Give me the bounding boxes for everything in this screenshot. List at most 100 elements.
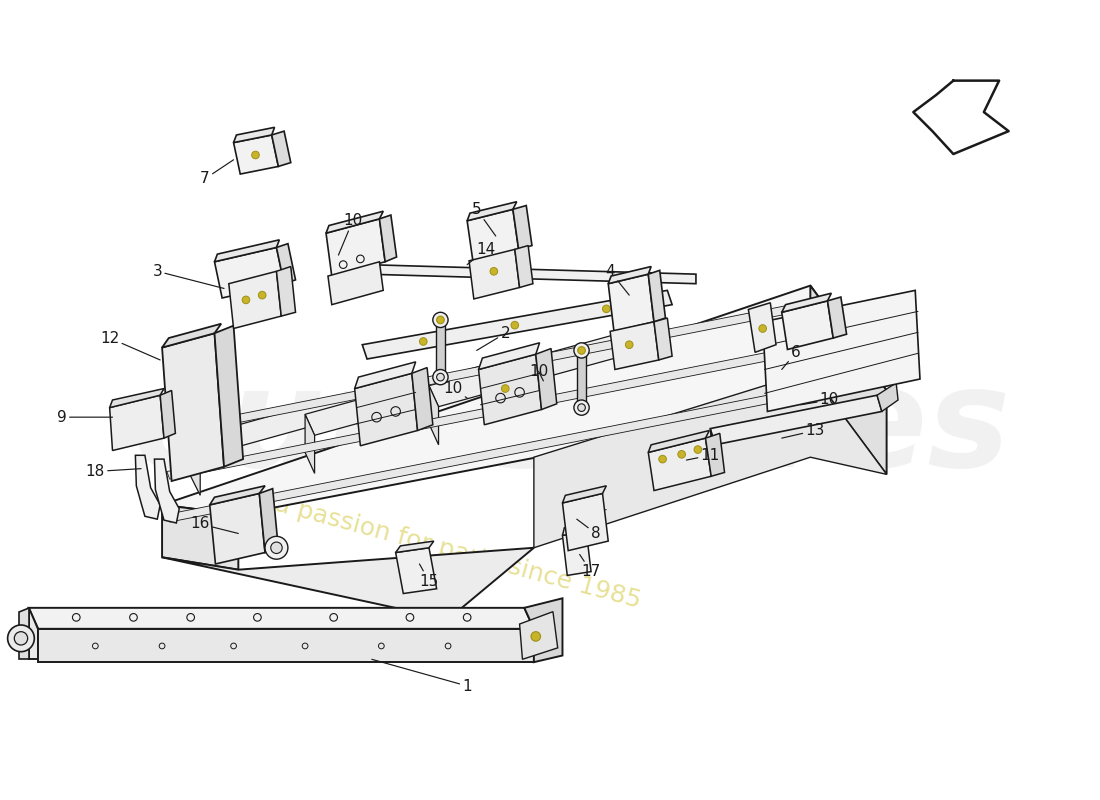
Circle shape	[437, 374, 444, 381]
Polygon shape	[210, 486, 265, 505]
Polygon shape	[748, 302, 775, 352]
Polygon shape	[469, 250, 519, 299]
Circle shape	[512, 322, 518, 329]
Polygon shape	[167, 302, 805, 436]
Polygon shape	[214, 247, 284, 298]
Text: 8: 8	[576, 519, 601, 541]
Text: a passion for parts since 1985: a passion for parts since 1985	[272, 492, 644, 613]
Text: 9: 9	[57, 410, 112, 425]
Polygon shape	[276, 266, 296, 316]
Polygon shape	[229, 271, 282, 329]
Circle shape	[574, 400, 590, 415]
Polygon shape	[190, 390, 372, 458]
Polygon shape	[654, 318, 672, 360]
Polygon shape	[154, 459, 179, 523]
Polygon shape	[328, 262, 383, 305]
Polygon shape	[396, 541, 433, 553]
Polygon shape	[519, 612, 558, 659]
Circle shape	[437, 316, 444, 324]
Polygon shape	[19, 608, 29, 659]
Circle shape	[626, 341, 632, 349]
Polygon shape	[161, 390, 175, 438]
Polygon shape	[468, 202, 517, 221]
Text: 6: 6	[782, 345, 801, 370]
Text: 3: 3	[153, 264, 224, 289]
Polygon shape	[648, 438, 712, 490]
Circle shape	[490, 267, 497, 275]
Polygon shape	[608, 274, 654, 331]
Circle shape	[419, 338, 427, 346]
Text: 4: 4	[605, 264, 629, 295]
Polygon shape	[39, 629, 534, 662]
Circle shape	[578, 346, 585, 354]
Polygon shape	[162, 334, 224, 481]
Circle shape	[14, 632, 28, 645]
Text: 7: 7	[200, 160, 233, 186]
Polygon shape	[233, 135, 278, 174]
Polygon shape	[162, 324, 221, 347]
Polygon shape	[711, 429, 717, 466]
Polygon shape	[811, 286, 887, 474]
Polygon shape	[705, 434, 725, 476]
Circle shape	[502, 385, 509, 392]
Circle shape	[432, 370, 448, 385]
Polygon shape	[411, 367, 432, 430]
Circle shape	[578, 404, 585, 411]
Text: eurospares: eurospares	[133, 361, 1011, 496]
Polygon shape	[827, 297, 847, 338]
Text: 2: 2	[476, 326, 510, 350]
Polygon shape	[525, 598, 562, 662]
Text: 10: 10	[443, 381, 468, 398]
Polygon shape	[608, 266, 651, 284]
Polygon shape	[468, 210, 518, 261]
Polygon shape	[233, 127, 275, 142]
Polygon shape	[562, 486, 606, 503]
Circle shape	[574, 342, 590, 358]
Polygon shape	[429, 334, 629, 406]
Text: 12: 12	[100, 330, 161, 360]
Polygon shape	[877, 383, 898, 411]
Polygon shape	[354, 362, 416, 389]
Polygon shape	[110, 389, 164, 408]
Circle shape	[759, 325, 767, 332]
Circle shape	[252, 151, 260, 159]
Polygon shape	[515, 246, 532, 287]
Text: 10: 10	[801, 393, 839, 407]
Text: 17: 17	[580, 554, 601, 579]
Polygon shape	[305, 414, 315, 474]
Polygon shape	[135, 455, 161, 519]
Polygon shape	[190, 438, 200, 495]
Polygon shape	[167, 346, 805, 479]
Polygon shape	[210, 494, 265, 564]
Polygon shape	[536, 349, 557, 410]
Circle shape	[258, 291, 266, 299]
Text: 10: 10	[339, 214, 362, 255]
Polygon shape	[534, 371, 887, 548]
Polygon shape	[260, 489, 278, 553]
Polygon shape	[436, 322, 446, 377]
Polygon shape	[162, 505, 239, 570]
Text: 16: 16	[190, 517, 239, 534]
Polygon shape	[167, 389, 805, 522]
Text: 1: 1	[372, 659, 472, 694]
Text: 10: 10	[529, 364, 548, 381]
Polygon shape	[562, 531, 591, 575]
Polygon shape	[762, 290, 920, 411]
Polygon shape	[396, 548, 437, 594]
Polygon shape	[367, 265, 696, 284]
Polygon shape	[562, 494, 608, 550]
Polygon shape	[562, 524, 590, 535]
Polygon shape	[782, 301, 833, 350]
Polygon shape	[576, 352, 586, 408]
Text: 13: 13	[782, 423, 825, 438]
Polygon shape	[214, 326, 243, 466]
Circle shape	[432, 312, 448, 327]
Polygon shape	[29, 608, 38, 659]
Text: 14: 14	[468, 242, 496, 265]
Circle shape	[242, 296, 250, 304]
Text: 5: 5	[472, 202, 496, 236]
Polygon shape	[478, 354, 541, 425]
Polygon shape	[711, 395, 882, 445]
Polygon shape	[276, 244, 296, 284]
Polygon shape	[326, 219, 385, 276]
